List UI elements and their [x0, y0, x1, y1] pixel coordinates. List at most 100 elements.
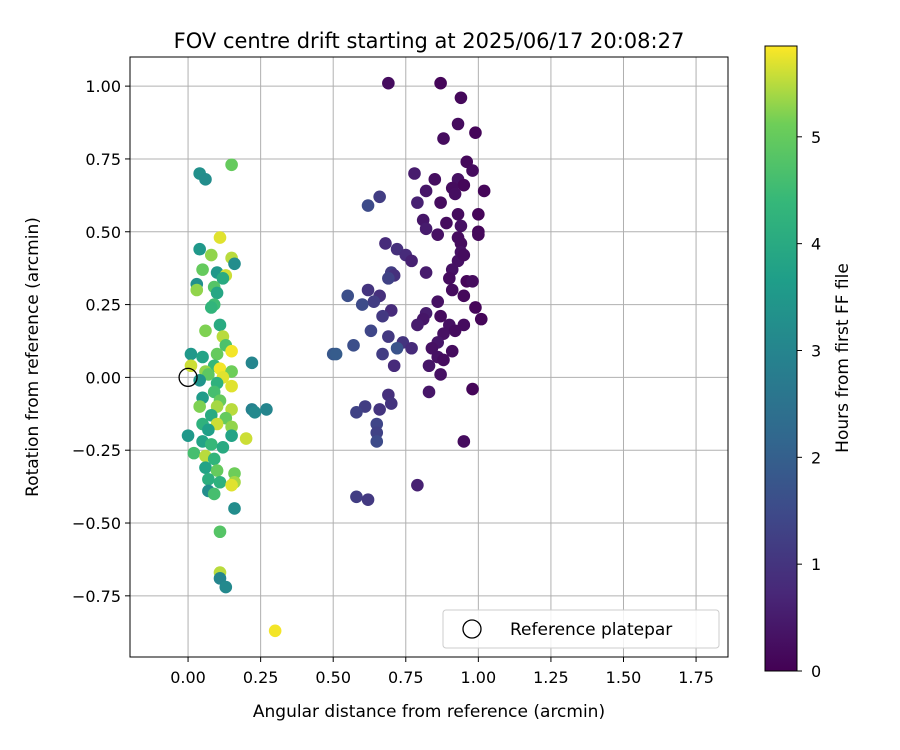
scatter-point — [454, 91, 468, 105]
y-tick-label: 0.50 — [85, 223, 121, 242]
scatter-point — [213, 475, 227, 489]
scatter-point — [228, 257, 241, 271]
y-ticks: −0.75 −0.50 −0.25 0.00 0.25 0.50 0.75 1.00 — [72, 77, 130, 606]
y-tick-label: 0.00 — [85, 368, 121, 387]
scatter-point — [434, 196, 447, 209]
scatter-point — [245, 356, 259, 370]
scatter-point — [207, 452, 221, 466]
scatter-point — [477, 184, 491, 198]
scatter-point — [445, 283, 459, 297]
colorbar-tick-label: 4 — [811, 235, 821, 254]
scatter-point — [184, 347, 198, 361]
chart-title: FOV centre drift starting at 2025/06/17 … — [174, 29, 685, 53]
scatter-point — [445, 344, 459, 358]
scatter-point — [382, 330, 395, 343]
scatter-point — [225, 429, 238, 442]
scatter-point — [347, 339, 360, 352]
scatter-point — [437, 353, 450, 367]
scatter-point — [422, 385, 436, 399]
scatter-point — [196, 350, 209, 364]
scatter-point — [204, 301, 218, 314]
legend-reference-label: Reference platepar — [510, 620, 672, 640]
scatter-point — [405, 341, 418, 355]
colorbar-label: Hours from first FF file — [833, 263, 853, 453]
scatter-point — [382, 76, 395, 90]
scatter-point — [474, 312, 488, 326]
scatter-point — [204, 248, 218, 262]
scatter-point — [213, 525, 227, 539]
scatter-point — [196, 263, 209, 276]
colorbar-tick-label: 5 — [811, 128, 821, 147]
colorbar-tick-label: 2 — [811, 448, 821, 467]
x-tick-label: 1.00 — [461, 668, 497, 687]
scatter-point — [370, 417, 384, 431]
colorbar: 0 1 2 3 4 5 Hours from first FF file — [764, 45, 853, 681]
x-axis-label: Angular distance from reference (arcmin) — [253, 702, 605, 722]
scatter-point — [361, 199, 375, 212]
scatter-point — [373, 403, 386, 416]
scatter-point — [210, 347, 224, 361]
scatter-point — [193, 242, 206, 256]
y-tick-label: 0.25 — [85, 296, 121, 315]
x-tick-label: 0.00 — [170, 668, 206, 687]
scatter-point — [382, 272, 395, 285]
scatter-point — [434, 368, 447, 381]
scatter-point — [216, 440, 230, 454]
scatter-point — [379, 237, 392, 250]
scatter-point — [367, 295, 381, 308]
reference-platepar-marker — [178, 367, 198, 388]
scatter-point — [190, 283, 204, 297]
legend: Reference platepar — [442, 609, 720, 649]
scatter-point — [376, 309, 389, 323]
scatter-point — [210, 286, 224, 300]
colorbar-gradient — [764, 45, 798, 672]
scatter-point — [457, 289, 471, 303]
scatter-point — [472, 228, 485, 241]
scatter-point — [457, 178, 471, 192]
scatter-point — [202, 473, 215, 486]
scatter-point — [411, 478, 424, 492]
scatter-point — [207, 487, 221, 501]
scatter-point — [355, 298, 369, 311]
scatter-point — [225, 478, 238, 492]
scatter-point — [268, 624, 282, 638]
scatter-point — [199, 324, 212, 338]
x-tick-label: 1.50 — [606, 668, 642, 687]
scatter-point — [448, 187, 462, 201]
legend-reference-marker — [462, 619, 482, 639]
scatter-point — [225, 379, 238, 393]
scatter-point — [184, 359, 198, 373]
scatter-point — [466, 274, 479, 288]
scatter-point — [213, 231, 227, 244]
scatter-point — [457, 435, 471, 448]
colorbar-ticks: 0 1 2 3 4 5 — [797, 128, 821, 681]
points-layer — [181, 76, 491, 638]
scatter-point — [350, 490, 363, 504]
scatter-point — [384, 397, 398, 410]
scatter-point — [411, 318, 424, 332]
y-tick-label: −0.75 — [72, 587, 121, 606]
scatter-point — [443, 272, 456, 285]
colorbar-tick-label: 1 — [811, 555, 821, 574]
scatter-point — [370, 426, 384, 440]
scatter-point — [428, 173, 442, 186]
x-tick-label: 0.50 — [315, 668, 351, 687]
scatter-point — [376, 347, 389, 361]
scatter-point — [434, 76, 447, 90]
x-tick-label: 0.75 — [388, 668, 424, 687]
scatter-point — [387, 359, 401, 373]
scatter-point — [219, 580, 233, 594]
scatter-point — [260, 403, 273, 416]
y-tick-label: −0.50 — [72, 514, 121, 533]
scatter-point — [350, 406, 363, 419]
scatter-point — [202, 423, 215, 437]
scatter-point — [431, 228, 445, 241]
scatter-point — [199, 173, 212, 186]
y-axis-label: Rotation from reference (arcmin) — [23, 217, 43, 497]
y-tick-label: 0.75 — [85, 150, 121, 169]
scatter-point — [361, 283, 375, 297]
scatter-point — [225, 344, 238, 358]
scatter-point — [405, 254, 418, 268]
scatter-point — [469, 126, 482, 140]
